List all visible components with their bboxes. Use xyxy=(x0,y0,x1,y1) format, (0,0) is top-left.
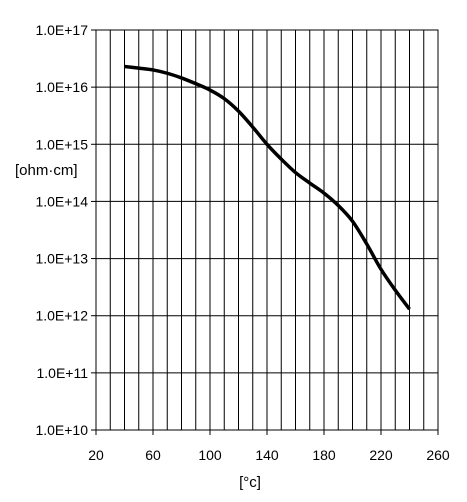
y-tick-label: 1.0E+13 xyxy=(35,251,88,267)
x-tick-label: 220 xyxy=(369,447,393,463)
y-tick-label: 1.0E+10 xyxy=(35,422,88,438)
y-tick-label: 1.0E+16 xyxy=(35,79,88,95)
x-tick-label: 100 xyxy=(198,447,222,463)
y-axis-ticks xyxy=(91,29,96,431)
y-axis-label: [ohm·cm] xyxy=(15,162,78,179)
y-axis-tick-labels: 1.0E+17 1.0E+16 1.0E+15 1.0E+14 1.0E+13 1.0E+… xyxy=(35,22,88,438)
x-tick-label: 140 xyxy=(255,447,279,463)
y-tick-label: 1.0E+11 xyxy=(36,365,88,381)
y-tick-label: 1.0E+17 xyxy=(35,22,88,38)
x-axis-ticks xyxy=(95,430,439,435)
x-tick-label: 60 xyxy=(145,447,161,463)
horizontal-gridlines xyxy=(96,86,438,374)
vertical-gridlines xyxy=(109,30,425,430)
y-tick-label: 1.0E+14 xyxy=(35,193,88,209)
y-tick-label: 1.0E+15 xyxy=(35,136,88,152)
x-axis-label: [°c] xyxy=(239,474,261,491)
series-line xyxy=(124,64,411,311)
series-layer xyxy=(124,64,411,311)
x-tick-label: 20 xyxy=(88,447,104,463)
x-tick-label: 180 xyxy=(312,447,336,463)
y-tick-label: 1.0E+12 xyxy=(35,308,88,324)
x-tick-label: 260 xyxy=(426,447,450,463)
x-axis-tick-labels: 20 60 100 140 180 220 260 xyxy=(88,447,450,463)
